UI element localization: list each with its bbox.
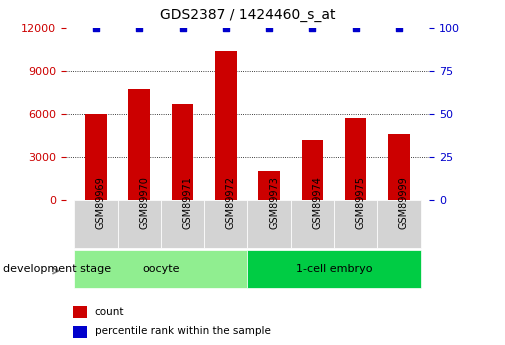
Text: development stage: development stage (3, 264, 111, 274)
Text: GSM89969: GSM89969 (96, 176, 106, 229)
Title: GDS2387 / 1424460_s_at: GDS2387 / 1424460_s_at (160, 8, 335, 22)
FancyBboxPatch shape (247, 250, 421, 288)
Point (351, 25, 360, 30)
FancyBboxPatch shape (74, 250, 247, 288)
Point (309, 25, 317, 30)
FancyBboxPatch shape (118, 200, 161, 248)
Text: GSM89973: GSM89973 (269, 176, 279, 229)
Text: percentile rank within the sample: percentile rank within the sample (95, 326, 271, 336)
Text: GSM89972: GSM89972 (226, 176, 236, 229)
Text: GSM89974: GSM89974 (313, 176, 322, 229)
Bar (128, 89, 150, 200)
Point (92, 25, 100, 30)
Text: GSM89971: GSM89971 (182, 176, 192, 229)
Bar (301, 140, 323, 200)
Bar (85, 114, 107, 200)
FancyBboxPatch shape (204, 200, 247, 248)
FancyBboxPatch shape (247, 200, 291, 248)
Bar (73, 306, 87, 318)
Text: GSM89999: GSM89999 (399, 176, 409, 229)
Bar (73, 326, 87, 338)
Point (135, 25, 143, 30)
Point (395, 25, 403, 30)
FancyBboxPatch shape (377, 200, 421, 248)
Text: 1-cell embryo: 1-cell embryo (296, 264, 372, 274)
Text: count: count (95, 307, 124, 317)
Text: GSM89970: GSM89970 (139, 176, 149, 229)
Bar (172, 104, 193, 200)
Bar (388, 134, 410, 200)
FancyBboxPatch shape (161, 200, 204, 248)
Text: GSM89975: GSM89975 (356, 176, 366, 229)
FancyBboxPatch shape (334, 200, 377, 248)
Point (265, 25, 273, 30)
Point (178, 25, 186, 30)
Bar (215, 51, 237, 200)
Text: oocyte: oocyte (142, 264, 180, 274)
Point (222, 25, 230, 30)
Bar (345, 118, 367, 200)
FancyBboxPatch shape (74, 200, 118, 248)
FancyBboxPatch shape (291, 200, 334, 248)
Bar (258, 171, 280, 200)
